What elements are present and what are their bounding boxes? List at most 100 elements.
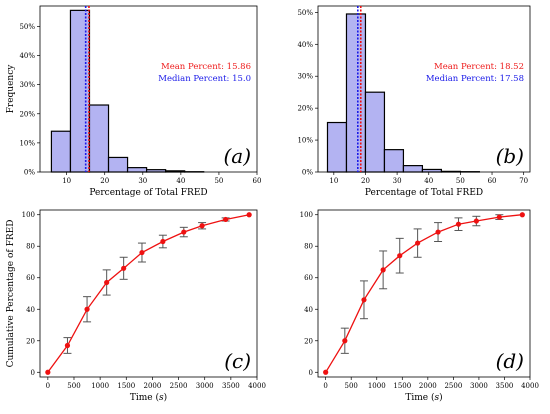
y-tick-label: 50% <box>19 23 35 31</box>
histogram-bar <box>70 10 89 172</box>
panel-c: 0 500 1000 1500 2000 2500 3000 3500 4000 0 20 40 60 8… <box>6 210 266 403</box>
x-tick-label: 70 <box>519 177 528 185</box>
panel-label: (a) <box>223 144 251 168</box>
x-tick-label: 40 <box>424 177 433 185</box>
histogram-bar <box>89 105 108 172</box>
y-axis-label: Frequency <box>6 64 16 114</box>
data-point <box>84 307 89 312</box>
x-tick-label: 40 <box>176 177 185 185</box>
x-tick-label: 30 <box>393 177 402 185</box>
data-point <box>456 222 461 227</box>
x-tick-label: 3000 <box>470 382 488 390</box>
panel-label: (d) <box>496 349 524 373</box>
x-tick-label: 2000 <box>144 382 162 390</box>
data-point <box>65 343 70 348</box>
data-point <box>497 214 502 219</box>
data-point <box>397 253 402 258</box>
x-tick-label: 3000 <box>196 382 214 390</box>
x-tick-label: 60 <box>488 177 497 185</box>
y-axis-label: Cumulative Percentage of FRED <box>6 220 16 368</box>
x-tick-label: 4000 <box>521 382 539 390</box>
y-tick-label: 0% <box>24 169 35 177</box>
x-tick-label: 2000 <box>419 382 437 390</box>
histogram-bar <box>384 150 403 172</box>
y-tick-label: 40 <box>304 306 313 314</box>
x-axis-label: Time (s) <box>405 392 442 403</box>
y-tick-label: 40% <box>19 52 35 60</box>
histogram-bar <box>346 14 365 172</box>
y-tick-label: 20 <box>26 337 35 345</box>
data-point <box>381 267 386 272</box>
x-tick-label: 2500 <box>170 382 188 390</box>
data-point <box>104 280 109 285</box>
x-tick-label: 50 <box>456 177 465 185</box>
y-tick-label: 40% <box>297 41 313 49</box>
x-tick-label: 1500 <box>117 382 135 390</box>
series-line <box>326 215 523 373</box>
y-tick-label: 60 <box>26 274 35 282</box>
x-tick-label: 60 <box>253 177 262 185</box>
median-annotation: Median Percent: 17.58 <box>426 74 524 84</box>
x-tick-label: 50 <box>214 177 223 185</box>
median-annotation: Median Percent: 15.0 <box>158 74 251 84</box>
data-point <box>323 370 328 375</box>
data-point <box>415 240 420 245</box>
x-axis-label: Percentage of Total FRED <box>89 188 207 198</box>
y-tick-label: 10% <box>297 137 313 145</box>
y-tick-label: 30% <box>19 81 35 89</box>
histogram-bar <box>51 131 70 172</box>
y-tick-label: 40 <box>26 306 35 314</box>
y-tick-label: 80 <box>304 243 313 251</box>
x-tick-label: 3500 <box>496 382 514 390</box>
histogram-bar <box>147 170 166 172</box>
data-point <box>121 266 126 271</box>
x-tick-label: 20 <box>361 177 370 185</box>
x-tick-label: 1000 <box>368 382 386 390</box>
y-tick-label: 80 <box>26 243 35 251</box>
histogram-bar <box>327 123 346 172</box>
data-point <box>361 297 366 302</box>
y-tick-label: 0 <box>31 369 35 377</box>
y-tick-label: 100 <box>22 211 35 219</box>
histogram-bar <box>441 171 460 172</box>
data-point <box>199 223 204 228</box>
panel-label: (c) <box>224 349 251 373</box>
x-tick-label: 0 <box>323 382 327 390</box>
y-tick-label: 10% <box>19 139 35 147</box>
data-point <box>342 338 347 343</box>
data-point <box>160 239 165 244</box>
data-point <box>435 229 440 234</box>
histogram-bar <box>128 168 147 172</box>
x-tick-label: 30 <box>138 177 147 185</box>
y-tick-label: 20% <box>19 110 35 118</box>
x-tick-label: 10 <box>62 177 71 185</box>
histogram-bar <box>422 169 441 172</box>
y-tick-label: 60 <box>304 274 313 282</box>
x-axis-label: Time (s) <box>130 392 167 403</box>
x-tick-label: 4000 <box>248 382 266 390</box>
data-point <box>223 217 228 222</box>
panel-label: (b) <box>496 144 524 168</box>
y-tick-label: 100 <box>300 211 313 219</box>
mean-annotation: Mean Percent: 18.52 <box>434 62 524 72</box>
data-point <box>181 229 186 234</box>
y-tick-label: 0 <box>309 369 313 377</box>
data-point <box>474 218 479 223</box>
series-line <box>48 215 249 373</box>
x-tick-label: 1500 <box>393 382 411 390</box>
histogram-bar <box>166 171 185 172</box>
data-point <box>139 250 144 255</box>
x-tick-label: 20 <box>100 177 109 185</box>
panel-b: Mean Percent: 18.52 Median Percent: 17.58… <box>297 6 530 198</box>
x-tick-label: 0 <box>46 382 50 390</box>
x-tick-label: 10 <box>329 177 338 185</box>
x-tick-label: 500 <box>67 382 80 390</box>
x-tick-label: 1000 <box>91 382 109 390</box>
x-tick-label: 3500 <box>222 382 240 390</box>
histogram-bar <box>109 157 128 172</box>
y-tick-label: 20 <box>304 337 313 345</box>
x-tick-label: 500 <box>345 382 358 390</box>
